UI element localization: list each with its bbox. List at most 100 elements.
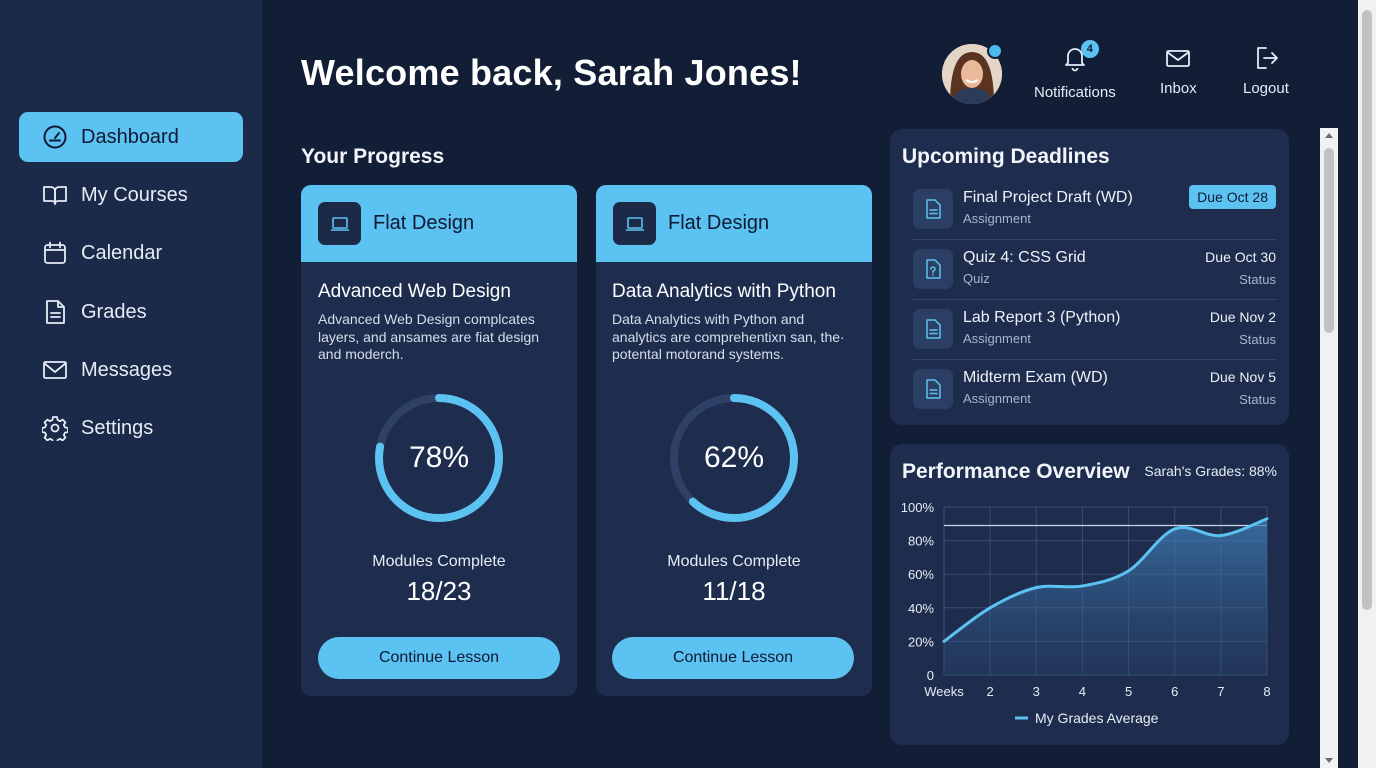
deadline-item[interactable]: Midterm Exam (WD) Assignment Due Nov 5 S…: [913, 359, 1276, 419]
deadline-name: Midterm Exam (WD): [963, 369, 1108, 386]
due-date: Due Oct 30: [1205, 249, 1276, 265]
performance-chart: 0 20% 40% 60% 80% 100% Weeks 2 3 4 5 6 7 8 My Grades A…: [901, 500, 1271, 726]
x-tick-label: 6: [1171, 684, 1178, 699]
x-tick-label: 4: [1079, 684, 1086, 699]
page-title: Welcome back, Sarah Jones!: [301, 52, 802, 93]
due-date: Due Nov 2: [1209, 309, 1276, 325]
course-tag: Flat Design: [373, 212, 475, 234]
sidebar-item-label: My Courses: [81, 183, 188, 206]
y-tick-label: 40%: [908, 601, 934, 616]
scroll-down-arrow-icon[interactable]: [1325, 758, 1333, 763]
continue-lesson-button[interactable]: Continue Lesson: [318, 637, 560, 679]
laptop-icon: [318, 202, 361, 245]
scrollbar-thumb[interactable]: [1324, 148, 1334, 333]
deadline-item[interactable]: Lab Report 3 (Python) Assignment Due Nov…: [913, 299, 1276, 359]
logout-label: Logout: [1243, 80, 1289, 97]
upcoming-deadlines-panel: Upcoming Deadlines Final Project Draft (…: [890, 129, 1289, 425]
sidebar-item-messages[interactable]: Messages: [19, 345, 243, 395]
sidebar-item-calendar[interactable]: Calendar: [19, 228, 243, 278]
sidebar-item-label: Dashboard: [81, 125, 179, 148]
course-card-header: Flat Design: [596, 185, 872, 262]
gear-icon: [41, 414, 69, 442]
x-tick-label: 5: [1125, 684, 1132, 699]
sidebar-item-grades[interactable]: Grades: [19, 287, 243, 337]
bell-icon: [1064, 48, 1085, 72]
x-tick-label: 2: [987, 684, 994, 699]
deadline-status: Status: [1239, 332, 1276, 347]
progress-percent: 62%: [703, 441, 765, 474]
panel-scrollbar[interactable]: [1320, 128, 1338, 768]
document-icon: [913, 369, 953, 409]
inbox-button[interactable]: Inbox: [1160, 44, 1197, 97]
course-description: Data Analytics with Python and analytics…: [612, 311, 845, 362]
x-tick-label: Weeks: [924, 684, 964, 699]
quiz-document-icon: [913, 249, 953, 289]
progress-section-title: Your Progress: [301, 145, 445, 168]
divider: [913, 239, 1276, 240]
inbox-label: Inbox: [1160, 80, 1197, 97]
course-card: Flat Design Advanced Web Design Advanced…: [301, 185, 577, 696]
sidebar-item-settings[interactable]: Settings: [19, 403, 243, 453]
progress-percent: 78%: [408, 441, 470, 474]
sidebar-item-label: Calendar: [81, 241, 163, 264]
divider: [913, 299, 1276, 300]
book-icon: [41, 181, 69, 209]
notifications-label: Notifications: [1034, 84, 1116, 101]
modules-complete-label: Modules Complete: [372, 553, 506, 570]
y-tick-label: 20%: [908, 634, 934, 649]
document-icon: [913, 309, 953, 349]
deadline-type: Assignment: [963, 331, 1031, 346]
deadline-item[interactable]: Final Project Draft (WD) Assignment Due …: [913, 179, 1276, 239]
divider: [913, 359, 1276, 360]
series-line: [942, 517, 1269, 643]
scroll-up-arrow-icon[interactable]: [1325, 133, 1333, 138]
series-area: [944, 518, 1267, 675]
online-status-dot: [987, 43, 1003, 59]
x-tick-label: 8: [1263, 684, 1270, 699]
envelope-icon: [1166, 50, 1191, 67]
logout-icon: [1257, 47, 1278, 69]
progress-ring: [375, 394, 503, 522]
performance-title: Performance Overview: [902, 460, 1130, 483]
course-card-header: Flat Design: [301, 185, 577, 262]
sidebar-item-label: Messages: [81, 358, 173, 381]
deadline-type: Assignment: [963, 211, 1031, 226]
due-date-badge: Due Oct 28: [1189, 185, 1276, 209]
notification-count-badge: 4: [1080, 40, 1099, 58]
course-card: Flat Design Data Analytics with Python D…: [596, 185, 872, 696]
logout-button[interactable]: Logout: [1243, 44, 1289, 97]
deadline-name: Quiz 4: CSS Grid: [963, 249, 1086, 266]
course-description: Advanced Web Design complcates layers, a…: [318, 311, 540, 362]
deadline-name: Lab Report 3 (Python): [963, 309, 1121, 326]
deadline-type: Assignment: [963, 391, 1031, 406]
y-tick-label: 80%: [908, 534, 934, 549]
performance-overview-panel: Performance Overview Sarah's Grades: 88%…: [890, 444, 1289, 745]
page-scrollbar[interactable]: [1358, 0, 1376, 768]
x-tick-label: 7: [1217, 684, 1224, 699]
sidebar-item-label: Grades: [81, 300, 147, 323]
legend-label: My Grades Average: [1035, 710, 1159, 726]
laptop-icon: [613, 202, 656, 245]
sidebar-item-label: Settings: [81, 416, 154, 439]
continue-lesson-button[interactable]: Continue Lesson: [612, 637, 854, 679]
document-icon: [913, 189, 953, 229]
deadline-item[interactable]: Quiz 4: CSS Grid Quiz Due Oct 30 Status: [913, 239, 1276, 299]
scrollbar-thumb[interactable]: [1362, 10, 1372, 610]
sidebar-item-dashboard[interactable]: Dashboard: [19, 112, 243, 162]
sidebar-item-my-courses[interactable]: My Courses: [19, 170, 243, 220]
deadline-type: Quiz: [963, 271, 990, 286]
y-tick-label: 60%: [908, 567, 934, 582]
y-tick-label: 0: [927, 668, 934, 683]
gauge-icon: [41, 123, 69, 151]
notifications-button[interactable]: 4 Notifications: [1034, 40, 1116, 101]
avatar[interactable]: [942, 44, 1002, 104]
sidebar: Dashboard My Courses Calendar Grades Mes…: [0, 0, 262, 768]
modules-complete-label: Modules Complete: [667, 553, 801, 570]
y-tick-label: 100%: [901, 500, 935, 515]
deadline-status: Status: [1239, 272, 1276, 287]
deadline-status: Status: [1239, 392, 1276, 407]
due-date: Due Nov 5: [1209, 369, 1276, 385]
modules-complete-value: 18/23: [406, 576, 472, 606]
x-tick-label: 3: [1033, 684, 1040, 699]
document-icon: [41, 298, 69, 326]
